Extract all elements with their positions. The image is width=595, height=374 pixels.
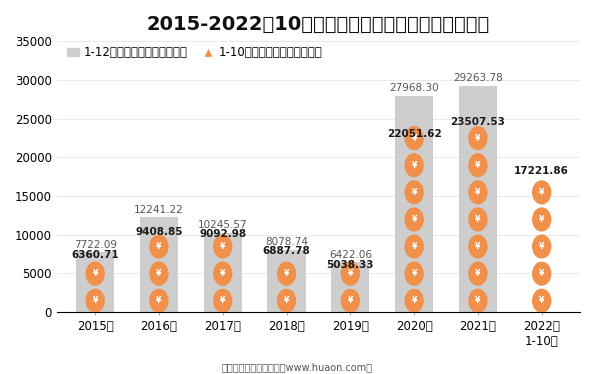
Text: ¥: ¥: [411, 215, 417, 224]
Ellipse shape: [533, 289, 551, 312]
Ellipse shape: [150, 289, 168, 312]
Ellipse shape: [469, 154, 487, 177]
Text: ¥: ¥: [347, 269, 353, 278]
Text: ¥: ¥: [156, 242, 162, 251]
Text: ¥: ¥: [411, 242, 417, 251]
Ellipse shape: [533, 235, 551, 258]
Text: ¥: ¥: [220, 269, 226, 278]
Text: ¥: ¥: [156, 269, 162, 278]
Text: 9092.98: 9092.98: [199, 229, 246, 239]
Text: ¥: ¥: [475, 161, 481, 170]
Ellipse shape: [469, 235, 487, 258]
Text: ¥: ¥: [411, 161, 417, 170]
Bar: [203, 233, 242, 312]
Text: 12241.22: 12241.22: [134, 205, 184, 215]
Text: ¥: ¥: [92, 269, 98, 278]
Text: 10245.57: 10245.57: [198, 220, 248, 230]
Ellipse shape: [469, 127, 487, 150]
Text: 29263.78: 29263.78: [453, 73, 503, 83]
Ellipse shape: [277, 262, 296, 285]
Ellipse shape: [405, 154, 423, 177]
Text: ¥: ¥: [475, 296, 481, 305]
Title: 2015-2022年10月大连商品交易所豆一期货成交金额: 2015-2022年10月大连商品交易所豆一期货成交金额: [147, 15, 490, 34]
Text: ¥: ¥: [284, 296, 289, 305]
Text: ¥: ¥: [284, 269, 289, 278]
Text: 制图：华经产业研究院（www.huaon.com）: 制图：华经产业研究院（www.huaon.com）: [222, 362, 373, 372]
Ellipse shape: [342, 289, 359, 312]
Text: ¥: ¥: [475, 188, 481, 197]
Bar: [395, 96, 433, 312]
Legend: 1-12月期货成交金额（亿元）, 1-10月期货成交金额（亿元）: 1-12月期货成交金额（亿元）, 1-10月期货成交金额（亿元）: [62, 42, 327, 64]
Bar: [459, 86, 497, 312]
Ellipse shape: [214, 235, 231, 258]
Ellipse shape: [405, 127, 423, 150]
Text: 6422.06: 6422.06: [329, 250, 372, 260]
Text: ¥: ¥: [156, 296, 162, 305]
Text: ¥: ¥: [411, 188, 417, 197]
Text: ¥: ¥: [475, 242, 481, 251]
Text: ¥: ¥: [411, 134, 417, 142]
Text: ¥: ¥: [539, 296, 544, 305]
Bar: [267, 249, 306, 312]
Text: ¥: ¥: [539, 269, 544, 278]
Text: 22051.62: 22051.62: [387, 129, 441, 139]
Text: ¥: ¥: [539, 242, 544, 251]
Text: 5038.33: 5038.33: [327, 260, 374, 270]
Ellipse shape: [533, 181, 551, 204]
Ellipse shape: [86, 289, 104, 312]
Ellipse shape: [405, 289, 423, 312]
Ellipse shape: [405, 262, 423, 285]
Ellipse shape: [342, 262, 359, 285]
Text: ¥: ¥: [539, 188, 544, 197]
Text: ¥: ¥: [220, 296, 226, 305]
Ellipse shape: [469, 181, 487, 204]
Ellipse shape: [405, 181, 423, 204]
Ellipse shape: [405, 208, 423, 231]
Ellipse shape: [214, 289, 231, 312]
Text: 23507.53: 23507.53: [450, 117, 505, 128]
Text: ¥: ¥: [475, 134, 481, 142]
Ellipse shape: [150, 235, 168, 258]
Ellipse shape: [469, 289, 487, 312]
Text: 9408.85: 9408.85: [135, 227, 183, 237]
Text: 7722.09: 7722.09: [74, 240, 117, 249]
Text: 27968.30: 27968.30: [389, 83, 439, 93]
Text: 6887.78: 6887.78: [262, 246, 311, 256]
Text: ¥: ¥: [539, 215, 544, 224]
Bar: [140, 217, 178, 312]
Ellipse shape: [469, 262, 487, 285]
Text: ¥: ¥: [347, 296, 353, 305]
Ellipse shape: [214, 262, 231, 285]
Text: 17221.86: 17221.86: [514, 166, 569, 176]
Text: 8078.74: 8078.74: [265, 237, 308, 247]
Ellipse shape: [277, 289, 296, 312]
Ellipse shape: [533, 208, 551, 231]
Bar: [331, 263, 369, 312]
Ellipse shape: [405, 235, 423, 258]
Bar: [76, 252, 114, 312]
Text: ¥: ¥: [411, 296, 417, 305]
Text: ¥: ¥: [92, 296, 98, 305]
Text: 6360.71: 6360.71: [71, 250, 119, 260]
Text: ¥: ¥: [475, 269, 481, 278]
Ellipse shape: [86, 262, 104, 285]
Ellipse shape: [150, 262, 168, 285]
Text: ¥: ¥: [220, 242, 226, 251]
Ellipse shape: [533, 262, 551, 285]
Text: ¥: ¥: [475, 215, 481, 224]
Ellipse shape: [469, 208, 487, 231]
Text: ¥: ¥: [411, 269, 417, 278]
